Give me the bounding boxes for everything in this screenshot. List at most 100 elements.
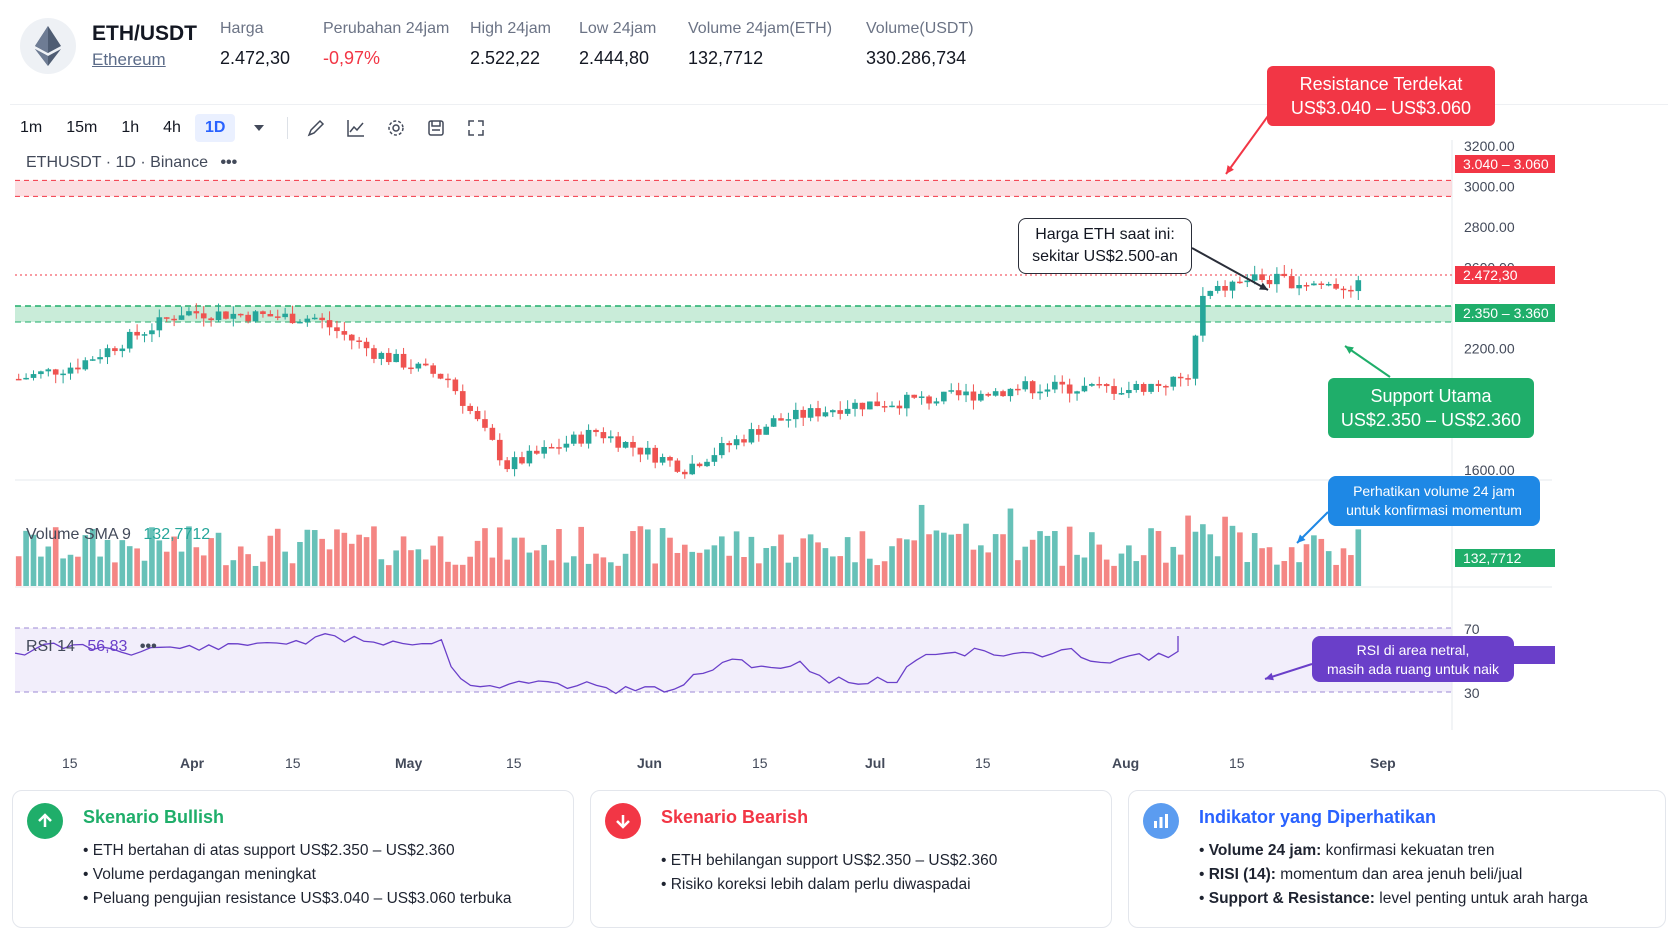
volume-bar bbox=[1148, 528, 1154, 586]
time-axis-label: Apr bbox=[180, 755, 205, 771]
volume-bar bbox=[415, 549, 422, 586]
candle-body bbox=[452, 379, 459, 392]
volume-bar bbox=[837, 556, 844, 586]
candle-body bbox=[1325, 283, 1332, 286]
timeframe-1d[interactable]: 1D bbox=[194, 114, 236, 142]
volume-bar bbox=[941, 532, 947, 586]
symbol-legend: ETHUSDT · 1D · Binance ••• bbox=[26, 154, 237, 172]
stat-value: -0,97% bbox=[323, 48, 381, 68]
candle-body bbox=[311, 317, 318, 320]
candle-body bbox=[881, 406, 888, 408]
volume-bar bbox=[526, 552, 533, 586]
stat-low: Low 24jam 2.444,80 bbox=[579, 20, 656, 69]
timeframe-4h[interactable]: 4h bbox=[163, 119, 181, 136]
volume-bar bbox=[889, 546, 895, 586]
candle-body bbox=[1029, 381, 1036, 394]
candle-body bbox=[141, 334, 148, 336]
candle-body bbox=[422, 363, 429, 366]
support-callout-title: Support Utama bbox=[1370, 386, 1492, 406]
candle-body bbox=[1237, 281, 1243, 284]
price-chart[interactable]: 3200.003000.002800.002600.002200.002000.… bbox=[0, 0, 1672, 790]
indicator-icon[interactable] bbox=[345, 117, 367, 139]
candle-body bbox=[652, 447, 659, 463]
candle-body bbox=[830, 410, 836, 413]
chevron-down-icon[interactable] bbox=[248, 117, 270, 139]
volume-bar bbox=[393, 550, 399, 586]
candle-body bbox=[245, 314, 251, 322]
fullscreen-icon[interactable] bbox=[465, 117, 487, 139]
volume-bar bbox=[445, 561, 451, 586]
price-axis-label: 3200.00 bbox=[1464, 138, 1515, 154]
volume-bar bbox=[104, 539, 111, 586]
draw-icon[interactable] bbox=[305, 117, 327, 139]
volume-bar bbox=[171, 536, 177, 586]
time-axis-label: Jul bbox=[865, 755, 885, 771]
candle-body bbox=[1229, 281, 1236, 291]
volume-bar bbox=[1296, 562, 1302, 586]
volume-bar bbox=[30, 534, 37, 586]
volume-bar bbox=[193, 547, 200, 586]
volume-bar bbox=[112, 562, 118, 586]
stat-value: 2.472,30 bbox=[220, 48, 291, 68]
candle-body bbox=[112, 348, 118, 352]
volume-bar bbox=[1325, 551, 1332, 586]
candle-body bbox=[741, 439, 747, 443]
candle-body bbox=[1303, 285, 1310, 287]
volume-bar bbox=[289, 563, 296, 586]
timeframe-1m[interactable]: 1m bbox=[20, 119, 43, 136]
candle-body bbox=[30, 374, 37, 378]
candle-body bbox=[1163, 385, 1169, 388]
volume-bar bbox=[97, 556, 103, 586]
candle-body bbox=[97, 357, 103, 360]
save-icon[interactable] bbox=[425, 117, 447, 139]
volume-bar bbox=[260, 561, 266, 586]
rsi-axis-label: 70 bbox=[1464, 621, 1480, 637]
candle-body bbox=[1266, 279, 1273, 285]
more-icon[interactable]: ••• bbox=[139, 638, 157, 655]
candle-body bbox=[75, 367, 81, 370]
candle-body bbox=[748, 429, 755, 443]
candle-body bbox=[1288, 276, 1295, 289]
volume-bar bbox=[637, 526, 644, 586]
settings-icon[interactable] bbox=[385, 117, 407, 139]
support-callout: Support Utama US$2.350 – US$2.360 bbox=[1328, 378, 1534, 438]
more-icon[interactable]: ••• bbox=[220, 154, 238, 171]
volume-bar bbox=[563, 562, 570, 586]
time-axis-label: Jun bbox=[637, 755, 662, 771]
coin-link[interactable]: Ethereum bbox=[92, 50, 166, 69]
candle-body bbox=[1214, 285, 1221, 291]
volume-bar bbox=[1244, 562, 1251, 586]
rsi-callout-line1: RSI di area netral, bbox=[1356, 642, 1470, 658]
volume-bar bbox=[1177, 554, 1184, 586]
timeframe-15m[interactable]: 15m bbox=[66, 119, 98, 136]
candle-body bbox=[1103, 384, 1110, 387]
stat-value: 2.444,80 bbox=[579, 48, 650, 68]
volume-bar bbox=[926, 534, 932, 586]
volume-bar bbox=[1237, 532, 1243, 586]
candle-body bbox=[297, 321, 303, 324]
timeframe-1h[interactable]: 1h bbox=[121, 119, 140, 136]
volume-bar bbox=[741, 557, 747, 586]
candle-body bbox=[274, 316, 281, 318]
candle-body bbox=[371, 348, 377, 359]
volume-bar bbox=[1333, 564, 1339, 586]
volume-bar bbox=[600, 557, 607, 586]
candle-body bbox=[326, 320, 333, 328]
volume-bar bbox=[1348, 555, 1354, 586]
volume-legend: Volume SMA 9 132,7712 bbox=[26, 526, 210, 544]
stat-high: High 24jam 2.522,22 bbox=[470, 20, 551, 69]
chart-container[interactable] bbox=[10, 104, 1668, 780]
candle-body bbox=[467, 405, 473, 412]
candle-body bbox=[437, 373, 444, 379]
candle-body bbox=[578, 434, 584, 444]
current-price-tag-bg bbox=[1455, 266, 1555, 284]
support-callout-range: US$2.350 – US$2.360 bbox=[1340, 410, 1522, 431]
candle-body bbox=[334, 327, 340, 332]
resistance-price-tag: 3.040 – 3.060 bbox=[1463, 156, 1549, 172]
volume-bars-group bbox=[15, 504, 1362, 586]
volume-bar bbox=[267, 535, 274, 586]
ethereum-logo-icon bbox=[20, 18, 76, 74]
candle-body bbox=[548, 446, 555, 449]
bar-chart-icon bbox=[1143, 803, 1179, 839]
candle-body bbox=[1074, 391, 1080, 394]
